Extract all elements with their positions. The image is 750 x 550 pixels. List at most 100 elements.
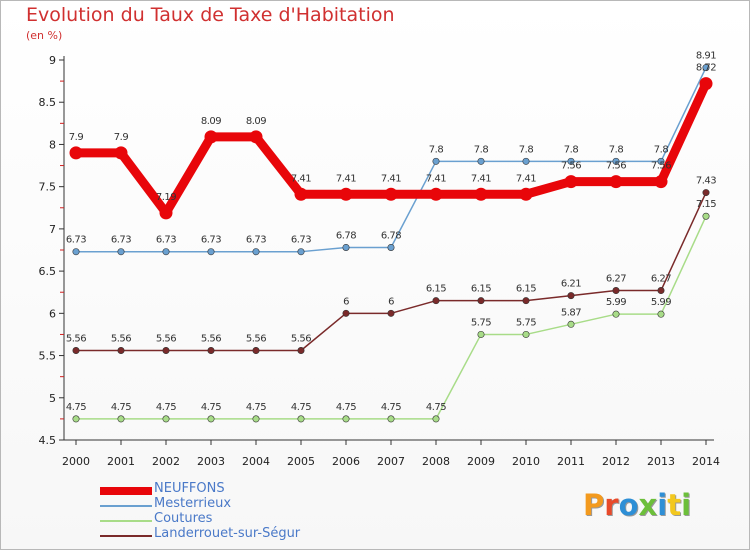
data-label: 4.75 xyxy=(381,402,401,413)
data-point xyxy=(522,297,530,305)
data-point xyxy=(522,330,530,338)
data-label: 7.8 xyxy=(429,144,444,155)
data-point xyxy=(564,175,578,189)
data-label: 5.56 xyxy=(246,333,266,344)
data-point xyxy=(432,157,440,165)
data-label: 7.56 xyxy=(606,161,626,172)
y-tick-label: 4.5 xyxy=(39,434,57,447)
data-label: 8.72 xyxy=(696,63,716,74)
data-label: 5.56 xyxy=(111,333,131,344)
x-tick-label: 2004 xyxy=(242,455,270,468)
x-tick-label: 2013 xyxy=(647,455,675,468)
x-tick-label: 2009 xyxy=(467,455,495,468)
logo-letter: i xyxy=(657,488,668,522)
data-point xyxy=(117,346,125,354)
data-point xyxy=(612,157,620,165)
data-label: 8.09 xyxy=(246,116,266,127)
x-tick-label: 2012 xyxy=(602,455,630,468)
data-label: 7.8 xyxy=(654,144,669,155)
data-point xyxy=(657,287,665,295)
series-points xyxy=(69,64,713,423)
data-label: 7.41 xyxy=(336,173,356,184)
data-point xyxy=(72,248,80,256)
y-tick-label: 5.5 xyxy=(39,350,57,363)
y-tick-label: 9 xyxy=(49,54,56,67)
data-label: 6 xyxy=(343,296,349,307)
x-tick-label: 2008 xyxy=(422,455,450,468)
data-point xyxy=(429,187,443,201)
data-point xyxy=(297,248,305,256)
data-point xyxy=(699,77,713,91)
logo-letter: x xyxy=(638,488,658,522)
data-point xyxy=(117,415,125,423)
data-point xyxy=(519,187,533,201)
data-label: 5.56 xyxy=(66,333,86,344)
data-point xyxy=(702,212,710,220)
data-label: 6.27 xyxy=(606,274,626,285)
y-tick-label: 7.5 xyxy=(39,181,57,194)
data-labels: 7.9 7.9 7.19 8.09 8.09 7.41 7.41 7.41 7.41 7.41 7.… xyxy=(66,51,717,413)
data-label: 5.99 xyxy=(606,297,626,308)
data-label: 4.75 xyxy=(66,402,86,413)
data-label: 5.75 xyxy=(516,317,536,328)
data-label: 8.09 xyxy=(201,116,221,127)
data-label: 4.75 xyxy=(111,402,131,413)
data-label: 5.87 xyxy=(561,307,581,318)
x-tick-label: 2002 xyxy=(152,455,180,468)
y-tick-label: 8.5 xyxy=(39,96,57,109)
y-tick-label: 8 xyxy=(49,138,56,151)
data-label: 6 xyxy=(388,296,394,307)
data-point xyxy=(612,310,620,318)
data-point xyxy=(69,146,83,160)
data-label: 6.15 xyxy=(516,284,536,295)
data-point xyxy=(612,287,620,295)
data-point xyxy=(567,320,575,328)
data-point xyxy=(474,187,488,201)
data-point xyxy=(387,415,395,423)
y-tick-label: 6.5 xyxy=(39,265,57,278)
data-label: 7.43 xyxy=(696,176,716,187)
data-point xyxy=(207,248,215,256)
data-label: 6.27 xyxy=(651,274,671,285)
data-point xyxy=(477,297,485,305)
data-label: 7.41 xyxy=(291,173,311,184)
data-label: 5.56 xyxy=(201,333,221,344)
data-point xyxy=(522,157,530,165)
data-label: 7.41 xyxy=(516,173,536,184)
data-label: 4.75 xyxy=(336,402,356,413)
data-point xyxy=(162,248,170,256)
data-point xyxy=(72,346,80,354)
data-label: 7.8 xyxy=(474,144,489,155)
legend-label: Landerrouet-sur-Ségur xyxy=(154,526,301,541)
data-label: 4.75 xyxy=(426,402,446,413)
data-point xyxy=(654,175,668,189)
data-point xyxy=(252,415,260,423)
data-label: 7.41 xyxy=(381,173,401,184)
data-label: 6.78 xyxy=(381,230,401,241)
data-label: 7.41 xyxy=(471,173,491,184)
data-point xyxy=(207,415,215,423)
data-label: 7.19 xyxy=(156,192,176,203)
data-label: 6.73 xyxy=(246,235,266,246)
data-label: 7.8 xyxy=(609,144,624,155)
data-label: 5.56 xyxy=(156,333,176,344)
data-point xyxy=(294,187,308,201)
data-point xyxy=(342,309,350,317)
x-tick-label: 2007 xyxy=(377,455,405,468)
x-tick-label: 2003 xyxy=(197,455,225,468)
data-point xyxy=(342,243,350,251)
data-label: 7.56 xyxy=(561,161,581,172)
data-point xyxy=(204,130,218,144)
x-tick-label: 2006 xyxy=(332,455,360,468)
data-label: 7.9 xyxy=(114,132,129,143)
x-tick-label: 2001 xyxy=(107,455,135,468)
data-label: 8.91 xyxy=(696,51,716,62)
logo-letter: P xyxy=(583,488,605,522)
data-label: 7.9 xyxy=(69,132,84,143)
data-point xyxy=(384,187,398,201)
data-label: 4.75 xyxy=(201,402,221,413)
y-tick-label: 5 xyxy=(49,392,56,405)
data-point xyxy=(609,175,623,189)
